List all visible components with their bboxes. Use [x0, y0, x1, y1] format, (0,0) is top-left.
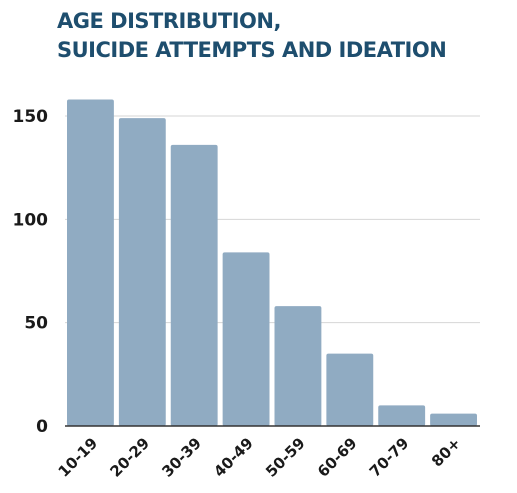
y-tick-label: 50	[24, 314, 48, 334]
chart-title: AGE DISTRIBUTION, SUICIDE ATTEMPTS AND I…	[57, 7, 512, 65]
bars	[67, 99, 477, 427]
bar-60-69	[326, 353, 374, 426]
y-tick-label: 0	[36, 417, 48, 437]
x-tick-label: 60-69	[314, 434, 361, 481]
y-tick-label: 150	[13, 107, 49, 127]
x-tick-label: 30-39	[158, 434, 205, 481]
x-tick-label: 50-59	[262, 434, 309, 481]
bar-50-59	[274, 306, 322, 426]
x-tick-labels: 10-19 20-29 30-39 40-49 50-59 60-69 70-79 80+	[55, 434, 465, 481]
bar-70-79	[378, 405, 426, 426]
x-tick-label: 20-29	[106, 434, 153, 481]
bar-80+	[430, 413, 477, 426]
bar-20-29	[118, 118, 166, 427]
chart-title-line-1: AGE DISTRIBUTION,	[57, 9, 281, 33]
chart-title-line-2: SUICIDE ATTEMPTS AND IDEATION	[57, 38, 447, 62]
bar-30-39	[170, 144, 218, 426]
bar-10-19	[67, 99, 114, 426]
bar-40-49	[222, 252, 270, 426]
x-tick-label: 70-79	[366, 434, 413, 481]
y-tick-label: 100	[13, 210, 49, 230]
x-tick-label: 40-49	[210, 434, 257, 481]
x-tick-label: 80+	[428, 434, 464, 470]
x-tick-label: 10-19	[55, 434, 102, 481]
y-tick-labels: 0 50 100 150	[13, 107, 49, 437]
